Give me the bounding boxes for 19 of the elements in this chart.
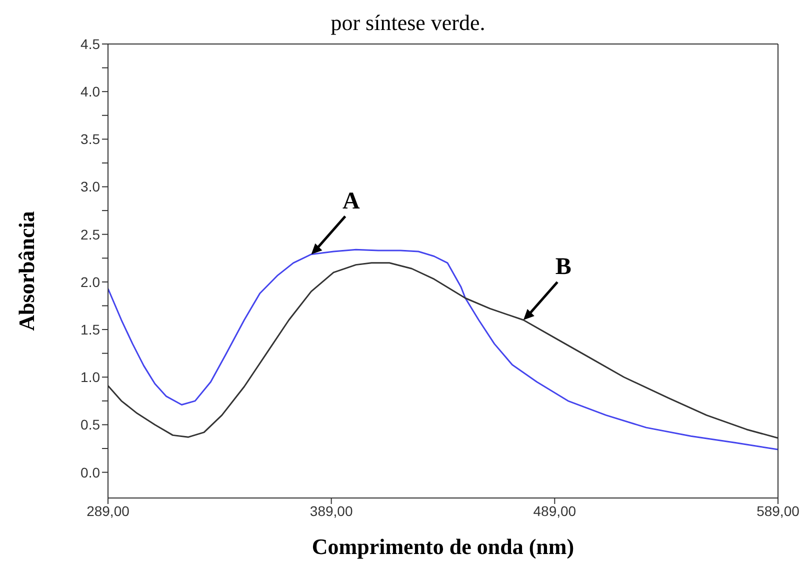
y-tick-label: 2.0: [80, 274, 100, 290]
annotation: B: [555, 254, 572, 280]
y-tick-label: 4.0: [80, 84, 100, 100]
chart-title: por síntese verde.: [330, 10, 486, 36]
y-axis-title: Absorbância: [14, 211, 39, 331]
x-tick-label: 589,00: [756, 502, 800, 519]
y-tick-label: 1.0: [80, 369, 100, 386]
x-tick-label: 389,00: [310, 502, 353, 519]
y-tick-label: 0.5: [80, 416, 100, 433]
x-tick-label: 489,00: [533, 502, 576, 519]
x-tick-label: 289,00: [86, 502, 130, 519]
y-tick-label: 0.0: [80, 464, 100, 480]
y-tick-label: 3.5: [80, 131, 100, 148]
x-axis-title: Comprimento de onda (nm): [312, 534, 574, 559]
y-tick-label: 3.0: [80, 178, 100, 195]
annotation: A: [342, 188, 361, 214]
y-tick-label: 4.5: [80, 36, 100, 52]
y-tick-label: 2.5: [80, 226, 100, 242]
y-tick-label: 1.5: [80, 322, 100, 338]
